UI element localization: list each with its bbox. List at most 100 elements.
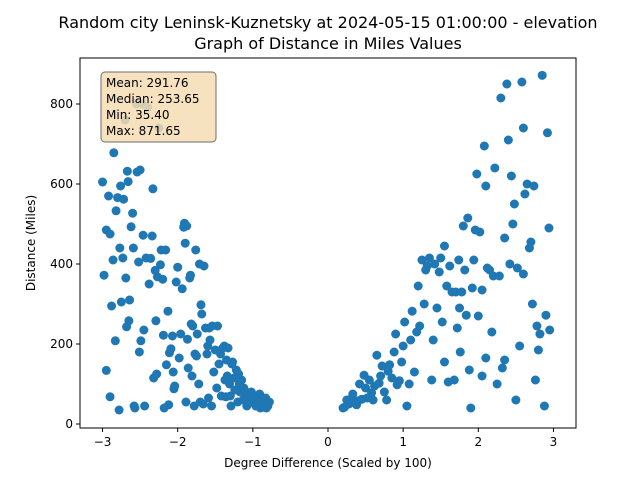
data-point [452,323,462,333]
x-tick-label: −3 [94,435,112,449]
data-point [202,349,212,359]
data-point [173,262,183,272]
data-point [545,325,555,335]
x-tick-label: 1 [399,435,407,449]
y-axis-ticks: 0 200 400 600 800 [50,97,80,431]
x-tick-label: 3 [550,435,558,449]
x-tick-label: 2 [474,435,482,449]
data-point [526,237,536,247]
data-point [544,223,554,233]
data-point [264,397,274,407]
data-point [237,375,247,385]
data-point [464,365,474,375]
data-point [442,281,452,291]
data-point [108,255,118,265]
data-point [198,399,208,409]
data-point [500,233,510,243]
data-point [527,299,537,309]
data-point [187,371,197,381]
data-point [419,299,429,309]
data-point [228,357,238,367]
data-point [518,269,528,279]
data-point [467,283,477,293]
data-point [158,274,168,284]
data-point [481,353,491,363]
stats-max: Max: 871.65 [106,124,181,138]
data-point [436,253,446,263]
data-point [496,93,506,103]
x-tick-label: −1 [244,435,262,449]
data-point [398,341,408,351]
data-point [535,329,545,339]
data-point [182,221,192,231]
data-point [197,309,207,319]
data-point [104,191,114,201]
y-tick-label: 0 [65,417,73,431]
data-point [454,255,464,265]
data-point [508,219,518,229]
stats-box: Mean: 291.76 Median: 253.65 Min: 35.40 M… [100,71,217,143]
data-point [500,355,510,365]
data-point [394,376,404,386]
data-point [400,317,410,327]
y-tick-label: 600 [50,177,73,191]
data-point [116,297,126,307]
data-point [502,79,512,89]
data-point [134,257,144,267]
data-point [152,369,162,379]
data-point [374,378,384,388]
data-point [212,383,222,393]
data-point [364,375,374,385]
data-point [481,181,491,191]
data-point [167,331,177,341]
data-point [457,287,467,297]
data-point [114,405,124,415]
data-point [164,400,174,410]
data-point [226,401,236,411]
data-point [191,245,201,255]
data-point [404,379,414,389]
data-point [122,166,132,176]
data-point [151,316,161,326]
data-point [492,379,502,389]
data-point [517,77,527,87]
data-point [130,403,140,413]
data-point [161,360,171,370]
data-point [155,260,165,270]
data-point [147,231,157,241]
data-point [494,271,504,281]
data-point [214,359,224,369]
data-point [118,253,128,263]
data-point [533,345,543,355]
data-point [458,221,468,231]
data-point [126,222,136,232]
data-point [518,123,528,133]
x-tick-label: 0 [324,435,332,449]
data-point [512,263,522,273]
chart-title-line-1: Random city Leninsk-Kuznetsky at 2024-05… [58,13,597,32]
data-point [542,128,552,138]
data-point [490,163,500,173]
data-point [466,403,476,413]
data-point [539,401,549,411]
data-point [434,267,444,277]
data-point [183,363,193,373]
data-point [449,375,459,385]
data-point [213,321,223,331]
x-tick-label: −2 [169,435,187,449]
data-point [541,310,551,320]
data-point [515,341,525,351]
data-point [382,395,392,405]
data-point [432,303,442,313]
data-point [146,253,156,263]
data-point [204,393,214,403]
data-point [473,311,483,321]
data-point [402,401,412,411]
data-point [461,310,471,320]
data-point [107,301,117,311]
chart-title-line-2: Graph of Distance in Miles Values [194,34,462,53]
data-point [115,243,125,253]
data-point [144,279,154,289]
data-point [477,285,487,295]
stats-mean: Mean: 291.76 [106,76,189,90]
